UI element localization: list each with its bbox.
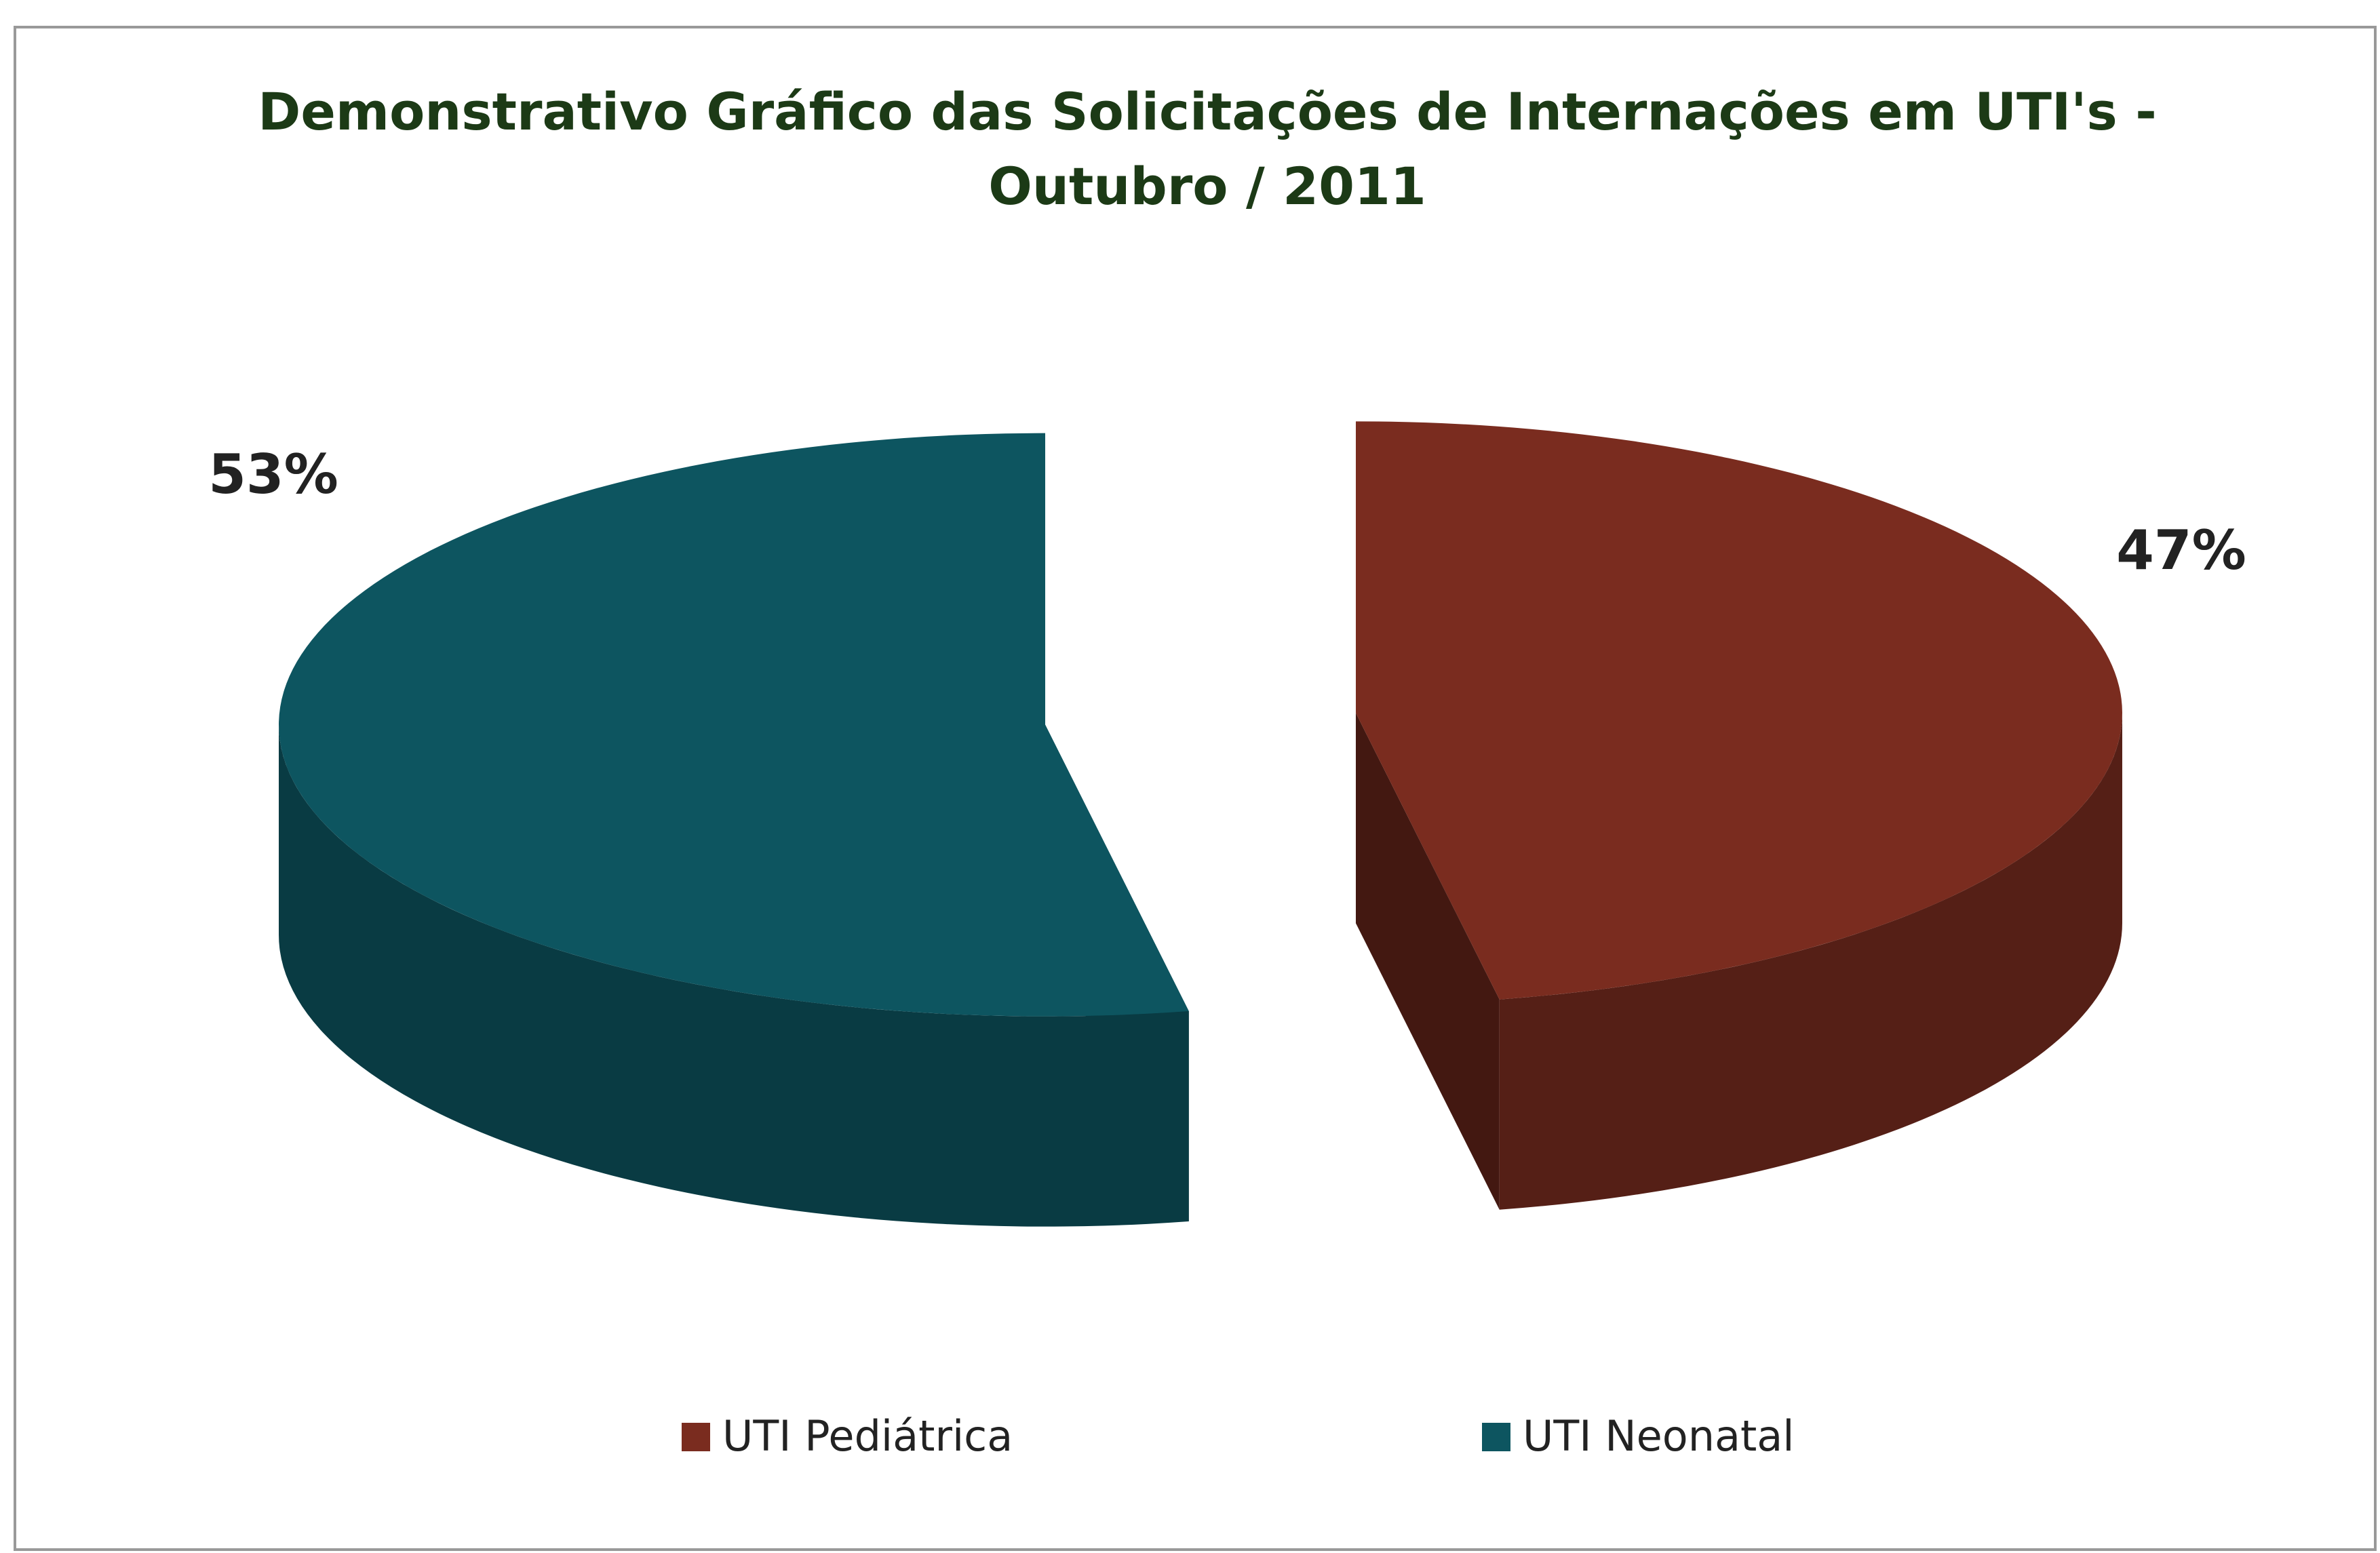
chart-title: Demonstrativo Gráfico das Solicitações d… (258, 81, 2157, 217)
data-label: 47% (2116, 519, 2246, 582)
slice (1355, 421, 2122, 1000)
chart-frame (14, 26, 2377, 1551)
slice-wall (279, 724, 1189, 1227)
legend-swatch (682, 1423, 710, 1451)
data-label: 53% (208, 443, 338, 506)
slice-side (1355, 713, 1500, 1210)
slice (279, 433, 1189, 1017)
legend-swatch (1482, 1423, 1510, 1451)
legend-label: UTI Pediátrica (722, 1411, 1013, 1461)
slice-wall (1499, 713, 2122, 1210)
legend-label: UTI Neonatal (1523, 1411, 1795, 1461)
